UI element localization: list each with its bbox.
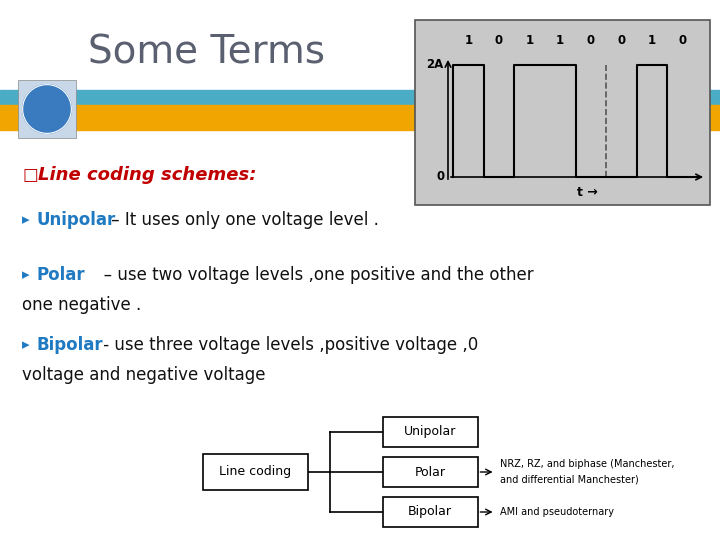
Bar bbox=[0, 90, 720, 105]
Text: ▸: ▸ bbox=[22, 338, 30, 353]
Text: 1: 1 bbox=[648, 33, 656, 46]
Text: t →: t → bbox=[577, 186, 598, 199]
Text: 1: 1 bbox=[464, 33, 472, 46]
Text: Line coding schemes:: Line coding schemes: bbox=[38, 166, 256, 184]
Text: Bipolar: Bipolar bbox=[408, 505, 452, 518]
Bar bbox=[382, 457, 477, 487]
Text: ▸: ▸ bbox=[22, 267, 30, 282]
Text: Line coding: Line coding bbox=[219, 465, 291, 478]
Text: 0: 0 bbox=[679, 33, 687, 46]
Text: 1: 1 bbox=[526, 33, 534, 46]
Text: 0: 0 bbox=[437, 171, 445, 184]
Text: ▸: ▸ bbox=[22, 213, 30, 227]
Text: Some Terms: Some Terms bbox=[88, 33, 325, 71]
Text: NRZ, RZ, and biphase (Manchester,: NRZ, RZ, and biphase (Manchester, bbox=[500, 459, 674, 469]
Bar bbox=[382, 417, 477, 447]
Text: 0: 0 bbox=[495, 33, 503, 46]
Circle shape bbox=[22, 85, 71, 133]
Bar bbox=[0, 105, 720, 130]
Text: – use two voltage levels ,one positive and the other: – use two voltage levels ,one positive a… bbox=[88, 266, 534, 284]
Text: 0: 0 bbox=[587, 33, 595, 46]
Text: – It uses only one voltage level .: – It uses only one voltage level . bbox=[106, 211, 379, 229]
Text: voltage and negative voltage: voltage and negative voltage bbox=[22, 366, 266, 384]
Text: □: □ bbox=[22, 166, 37, 184]
Text: and differential Manchester): and differential Manchester) bbox=[500, 475, 638, 485]
Text: Unipolar: Unipolar bbox=[404, 426, 456, 438]
Bar bbox=[382, 497, 477, 527]
Text: - use three voltage levels ,positive voltage ,0: - use three voltage levels ,positive vol… bbox=[98, 336, 478, 354]
Bar bbox=[415, 20, 710, 205]
Text: Unipolar: Unipolar bbox=[36, 211, 115, 229]
Text: AMI and pseudoternary: AMI and pseudoternary bbox=[500, 507, 613, 517]
Text: 1: 1 bbox=[556, 33, 564, 46]
Text: Bipolar: Bipolar bbox=[36, 336, 103, 354]
Text: one negative .: one negative . bbox=[22, 296, 141, 314]
Bar bbox=[202, 454, 307, 490]
Text: 0: 0 bbox=[617, 33, 626, 46]
Text: Polar: Polar bbox=[415, 465, 446, 478]
Bar bbox=[18, 80, 76, 138]
Text: Polar: Polar bbox=[36, 266, 85, 284]
Text: 2A: 2A bbox=[426, 58, 444, 71]
